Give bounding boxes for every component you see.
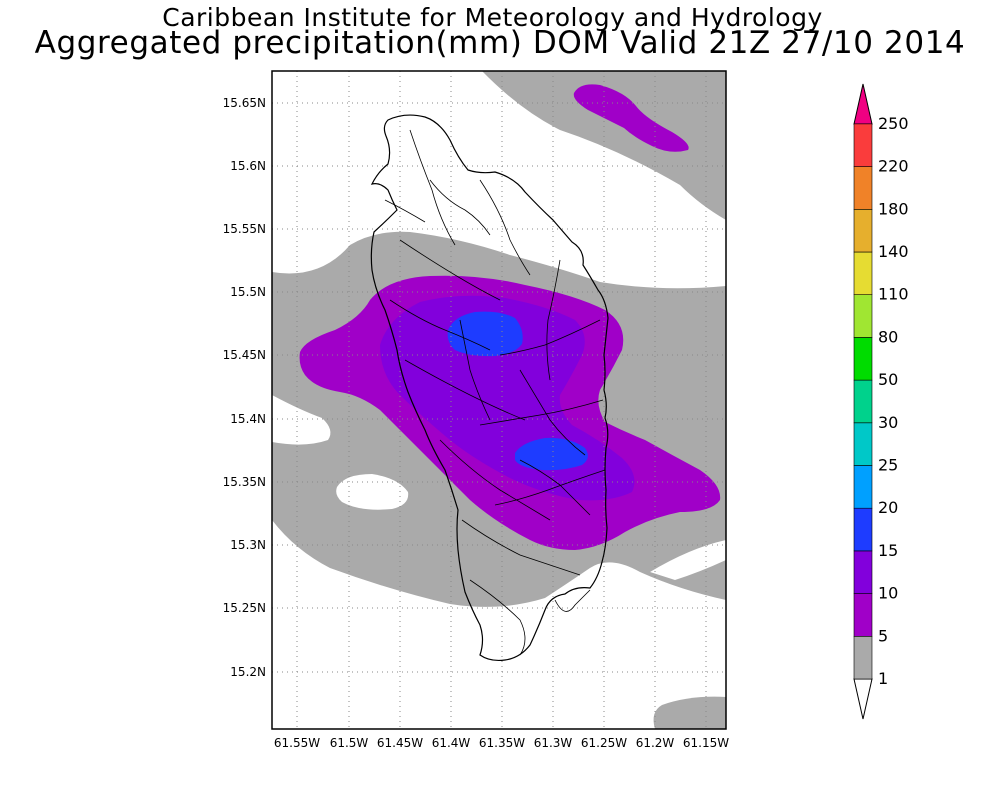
colorbar-level-label: 180 [878,199,909,218]
lon-tick-label: 61.5W [330,736,369,750]
lat-tick-label: 15.5N [230,285,266,299]
colorbar-level-label: 1 [878,669,888,688]
colorbar-swatch [853,379,873,424]
lat-tick-label: 15.65N [223,96,266,110]
precip-purple-north [573,84,689,152]
colorbar-level-label: 110 [878,285,909,304]
colorbar-swatch [853,251,873,296]
latitude-axis: 15.65N 15.6N 15.55N 15.5N 15.45N 15.4N 1… [223,96,266,679]
island-rivers [384,129,606,656]
lon-tick-label: 61.45W [377,736,423,750]
colorbar-level-label: 80 [878,327,898,346]
precipitation-field [272,71,726,729]
lat-tick-label: 15.55N [223,222,266,236]
lon-tick-label: 61.35W [479,736,525,750]
colorbar-swatch [853,635,873,680]
colorbar-swatch [853,123,873,167]
colorbar-level-label: 50 [878,370,898,389]
colorbar-level-label: 5 [878,626,888,645]
island-coastline [370,114,609,662]
colorbar-level-label: 20 [878,498,898,517]
colorbar-swatch [853,294,873,338]
colorbar-level-label: 10 [878,584,898,603]
precip-grey-band-south [653,696,726,729]
colorbar-level-label: 15 [878,541,898,560]
lon-tick-label: 61.2W [636,736,675,750]
colorbar-upper-arrow [853,83,873,125]
precip-blue-south-cell [515,437,588,471]
precip-blue-north-cell [447,311,523,357]
lat-tick-label: 15.25N [223,601,266,615]
lat-tick-label: 15.6N [230,159,266,173]
longitude-axis: 61.55W 61.5W 61.45W 61.4W 61.35W 61.3W 6… [274,736,729,750]
lat-tick-label: 15.3N [230,538,266,552]
precip-clear-west [272,395,331,445]
lat-tick-label: 15.45N [223,348,266,362]
map-frame [271,70,727,730]
precip-clear-southeast [650,540,726,580]
colorbar-level-label: 250 [878,114,909,133]
graticule [272,71,726,729]
dominica-island [370,114,609,662]
colorbar-level-label: 220 [878,157,909,176]
precip-grey-band-north [482,71,726,220]
lon-tick-label: 61.3W [534,736,573,750]
colorbar-lower-arrow [853,678,873,720]
precip-clear-islet [336,474,409,510]
colorbar-swatch [853,593,873,637]
colorbar-swatch [853,550,873,594]
colorbar-swatch [853,166,873,210]
lat-tick-label: 15.2N [230,665,266,679]
colorbar-swatch [853,422,873,466]
chart-subtitle: Aggregated precipitation(mm) DOM Valid 2… [34,25,966,61]
colorbar-swatch [853,209,873,253]
colorbar-level-label: 25 [878,456,898,475]
lon-tick-label: 61.4W [432,736,471,750]
colorbar-level-label: 140 [878,242,909,261]
lon-tick-label: 61.25W [581,736,627,750]
colorbar-swatch [853,337,873,381]
lon-tick-label: 61.55W [274,736,320,750]
chart-title: Caribbean Institute for Meteorology and … [162,3,823,32]
lat-tick-label: 15.35N [223,475,266,489]
colorbar-level-label: 30 [878,413,898,432]
colorbar-swatch [853,465,873,509]
lon-tick-label: 61.15W [683,736,729,750]
colorbar-swatch [853,507,873,552]
lat-tick-label: 15.4N [230,412,266,426]
